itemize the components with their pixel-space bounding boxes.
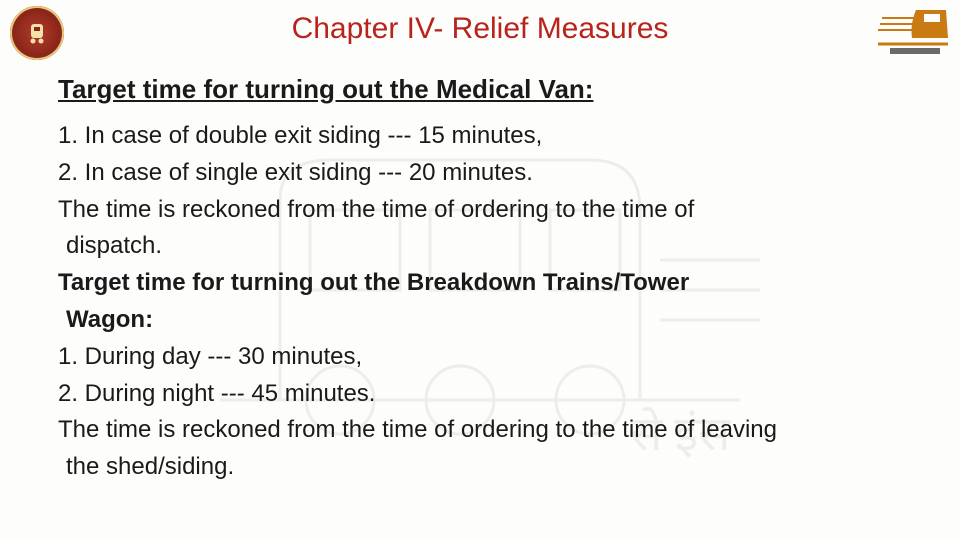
section2-title-l1: Target time for turning out the Breakdow…: [58, 266, 920, 301]
section1-item-2: 2. In case of single exit siding --- 20 …: [58, 156, 920, 191]
section2-item-1: 1. During day --- 30 minutes,: [58, 340, 920, 375]
section1-note-l2: dispatch.: [58, 229, 920, 264]
page-title: Chapter IV- Relief Measures: [0, 12, 960, 46]
section2-title-l2: Wagon:: [58, 303, 920, 338]
section2-note-l1: The time is reckoned from the time of or…: [58, 413, 920, 448]
body-content: Target time for turning out the Medical …: [58, 74, 920, 487]
section2-note-l2: the shed/siding.: [58, 450, 920, 485]
section1-title: Target time for turning out the Medical …: [58, 74, 920, 105]
section1-note-l1: The time is reckoned from the time of or…: [58, 193, 920, 228]
section2-item-2: 2. During night --- 45 minutes.: [58, 377, 920, 412]
section1-item-1: 1. In case of double exit siding --- 15 …: [58, 119, 920, 154]
